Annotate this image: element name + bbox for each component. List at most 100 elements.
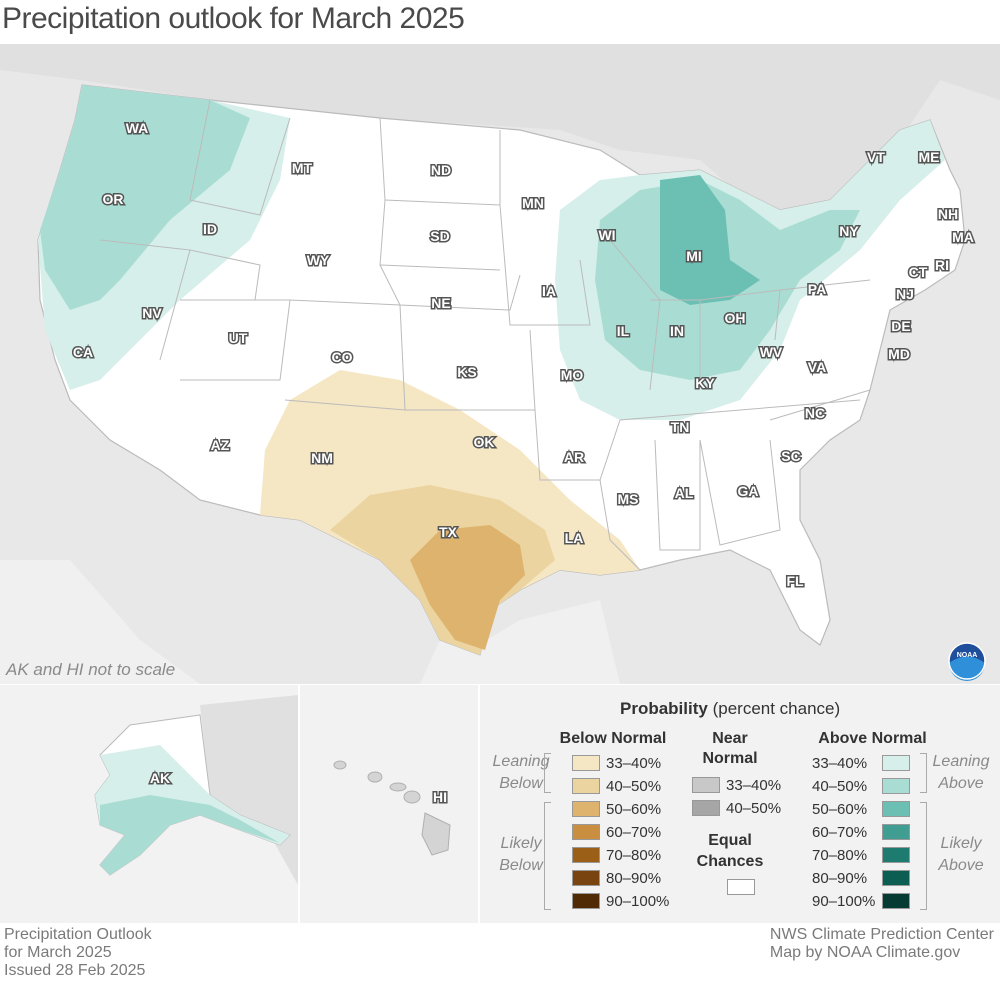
state-label-nv: NV: [142, 305, 162, 321]
hawaii-inset: HI: [300, 685, 478, 923]
state-label-tx: TX: [439, 524, 458, 540]
above-normal-row: 33–40%: [812, 753, 910, 773]
state-label-nh: NH: [938, 206, 958, 222]
alaska-inset: AK: [0, 685, 298, 923]
state-label-hi: HI: [433, 789, 447, 805]
below-normal-label: 50–60%: [606, 800, 662, 818]
below-normal-row: 50–60%: [572, 799, 661, 819]
state-label-ca: CA: [73, 344, 93, 360]
below-normal-swatch: [572, 870, 600, 886]
state-label-in: IN: [670, 323, 684, 339]
state-label-wy: WY: [307, 252, 330, 268]
above-normal-label: 40–50%: [812, 777, 868, 795]
above-normal-label: 70–80%: [812, 846, 868, 864]
state-label-ga: GA: [738, 483, 759, 499]
equal-chances-2: Chances: [696, 853, 764, 870]
state-label-md: MD: [888, 346, 910, 362]
state-label-ak: AK: [150, 770, 170, 786]
svg-text:NOAA: NOAA: [957, 652, 978, 659]
near-normal-label: 40–50%: [726, 799, 782, 817]
below-normal-header: Below Normal: [559, 730, 667, 747]
state-label-ne: NE: [431, 295, 450, 311]
near-normal-swatch: [692, 777, 720, 793]
state-label-pa: PA: [808, 281, 826, 297]
state-label-az: AZ: [211, 437, 230, 453]
leaning-below-bracket: [544, 753, 551, 793]
above-normal-header: Above Normal: [818, 730, 927, 747]
state-label-fl: FL: [786, 573, 804, 589]
below-normal-row: 60–70%: [572, 822, 661, 842]
below-normal-label: 70–80%: [606, 846, 662, 864]
near-normal-label: 33–40%: [726, 776, 782, 794]
state-label-mi: MI: [686, 248, 702, 264]
above-normal-row: 40–50%: [812, 776, 910, 796]
state-label-ri: RI: [935, 257, 949, 273]
near-normal-header-2: Normal: [702, 750, 758, 767]
below-normal-label: 80–90%: [606, 869, 662, 887]
map-title: Precipitation outlook for March 2025: [2, 2, 465, 35]
below-normal-row: 90–100%: [572, 891, 669, 911]
likely-below-bracket: [544, 802, 551, 910]
state-label-ms: MS: [618, 491, 639, 507]
noaa-logo-icon: NOAA: [948, 642, 986, 681]
state-label-ut: UT: [229, 330, 248, 346]
below-normal-row: 40–50%: [572, 776, 661, 796]
state-label-ia: IA: [542, 283, 556, 299]
state-label-nc: NC: [805, 405, 825, 421]
above-normal-label: 90–100%: [812, 892, 876, 910]
leaning-below-label: Leaning Below: [492, 753, 550, 792]
state-label-sc: SC: [781, 448, 800, 464]
below-normal-row: 80–90%: [572, 868, 661, 888]
state-label-ks: KS: [457, 364, 476, 380]
state-label-ky: KY: [695, 375, 715, 391]
above-normal-row: 50–60%: [812, 799, 910, 819]
below-normal-row: 70–80%: [572, 845, 661, 865]
scale-note: AK and HI not to scale: [6, 660, 176, 679]
state-label-or: OR: [103, 191, 124, 207]
likely-above-label: Likely Above: [938, 835, 984, 874]
likely-above-bracket: [920, 802, 927, 910]
above-normal-row: 80–90%: [812, 868, 910, 888]
state-label-wi: WI: [598, 227, 615, 243]
above-normal-row: 90–100%: [812, 891, 910, 911]
state-label-tn: TN: [671, 419, 690, 435]
state-label-ny: NY: [839, 223, 859, 239]
conus-map: WA OR CA ID NV MT WY UT AZ CO NM ND SD N…: [0, 44, 1000, 684]
above-normal-swatch: [882, 755, 910, 771]
legend-title: Probability (percent chance): [620, 699, 841, 718]
state-label-va: VA: [808, 359, 826, 375]
leaning-above-bracket: [920, 753, 927, 793]
likely-below-label: Likely Below: [499, 835, 543, 874]
state-label-nm: NM: [311, 450, 333, 466]
below-normal-label: 33–40%: [606, 754, 662, 772]
below-normal-row: 33–40%: [572, 753, 661, 773]
below-normal-swatch: [572, 801, 600, 817]
above-normal-label: 50–60%: [812, 800, 868, 818]
state-label-la: LA: [565, 530, 584, 546]
leaning-above-label: Leaning Above: [932, 753, 990, 792]
footer-left: Precipitation Outlook for March 2025 Iss…: [4, 926, 152, 979]
above-normal-swatch: [882, 893, 910, 909]
footer-right: NWS Climate Prediction Center Map by NOA…: [769, 926, 994, 961]
above-normal-row: 70–80%: [812, 845, 910, 865]
above-normal-swatch: [882, 847, 910, 863]
below-normal-label: 40–50%: [606, 777, 662, 795]
below-normal-swatch: [572, 824, 600, 840]
above-normal-label: 60–70%: [812, 823, 868, 841]
below-normal-swatch: [572, 778, 600, 794]
state-label-mo: MO: [561, 367, 584, 383]
above-normal-swatch: [882, 870, 910, 886]
legend: Probability (percent chance) Below Norma…: [480, 685, 1000, 923]
near-normal-header-1: Near: [712, 730, 748, 747]
state-label-ar: AR: [564, 449, 584, 465]
state-label-nj: NJ: [896, 286, 914, 302]
above-normal-swatch: [882, 824, 910, 840]
below-normal-swatch: [572, 755, 600, 771]
near-normal-row: 33–40%: [692, 775, 781, 795]
state-label-al: AL: [675, 485, 694, 501]
below-normal-swatch: [572, 893, 600, 909]
state-label-nd: ND: [431, 162, 451, 178]
state-label-de: DE: [891, 318, 910, 334]
state-label-oh: OH: [725, 310, 746, 326]
near-normal-row: 40–50%: [692, 798, 781, 818]
